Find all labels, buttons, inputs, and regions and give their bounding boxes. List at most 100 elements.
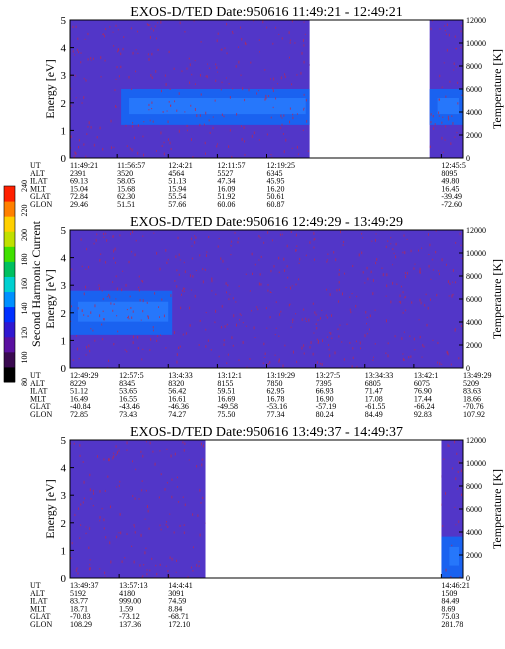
y-right-tick-label: 6000 [466, 505, 482, 514]
table-cell: 17.08 [365, 394, 383, 403]
y-tick-label: 2 [61, 98, 67, 110]
table-cell: 2391 [70, 169, 86, 178]
table-cell: 77.34 [267, 410, 285, 419]
table-cell: 76.90 [414, 387, 432, 396]
table-cell: 172.10 [168, 620, 190, 629]
y-tick-label: 1 [61, 125, 67, 137]
y-tick-label: 3 [61, 280, 67, 292]
y-right-axis-label: Temperature [K] [490, 49, 504, 129]
colorbar-tick-label: 120 [20, 327, 29, 339]
table-cell: 75.03 [441, 612, 459, 621]
y-axis-label: Energy [eV] [43, 59, 57, 118]
table-cell: 16.78 [267, 394, 285, 403]
table-cell: 137.36 [119, 620, 141, 629]
y-tick-label: 5 [61, 435, 67, 447]
table-cell: 3091 [168, 589, 184, 598]
y-right-tick-label: 10000 [466, 39, 486, 48]
table-cell: -43.46 [119, 402, 140, 411]
spectrogram [70, 20, 463, 158]
colorbar-segment [4, 261, 15, 277]
data-coverage-block-1 [70, 440, 206, 578]
table-cell: 12:19:25 [267, 161, 295, 170]
table-cell: 49.80 [441, 177, 459, 186]
table-cell: 51.12 [70, 387, 88, 396]
table-cell: 18.71 [70, 604, 88, 613]
y-right-tick-label: 4000 [466, 108, 482, 117]
table-cell: 47.34 [217, 177, 235, 186]
spectrogram [70, 440, 464, 578]
table-cell: 15.04 [70, 184, 88, 193]
y-right-tick-label: 0 [466, 154, 470, 163]
table-cell: 73.43 [119, 410, 137, 419]
table-cell: 14:4:41 [168, 581, 192, 590]
y-tick-label: 0 [61, 363, 67, 375]
y-right-tick-label: 4000 [466, 528, 482, 537]
table-cell: 60.06 [217, 200, 235, 209]
y-tick-label: 5 [61, 225, 67, 237]
colorbar-tick-label: 140 [20, 303, 29, 315]
table-cell: 58.05 [117, 177, 135, 186]
y-tick-label: 4 [61, 43, 67, 55]
table-cell: 80.24 [316, 410, 334, 419]
table-row-label: ALT [30, 589, 45, 598]
table-cell: 72.84 [70, 192, 88, 201]
y-right-tick-label: 8000 [466, 482, 482, 491]
colorbar-tick-label: 100 [20, 352, 29, 364]
y-right-tick-label: 0 [466, 574, 470, 583]
y-tick-label: 1 [61, 335, 67, 347]
colorbar-segment [4, 366, 15, 383]
table-cell: 13:34:33 [365, 371, 393, 380]
table-cell: -70.83 [70, 612, 91, 621]
table-cell: 1509 [441, 589, 457, 598]
table-cell: 12:4:21 [168, 161, 192, 170]
y-tick-label: 0 [61, 573, 67, 585]
table-cell: 8155 [217, 379, 233, 388]
panel-title: EXOS-D/TED Date:950616 12:49:29 - 13:49:… [130, 215, 403, 230]
table-cell: 45.95 [267, 177, 285, 186]
y-right-tick-label: 6000 [466, 85, 482, 94]
table-cell: 51.13 [168, 177, 186, 186]
table-cell: 59.51 [217, 387, 235, 396]
table-cell: 15.94 [168, 184, 186, 193]
table-row-label: MLT [30, 394, 46, 403]
table-cell: 75.50 [217, 410, 235, 419]
colorbar-segment [4, 336, 15, 353]
table-row-label: GLAT [30, 402, 51, 411]
y-tick-label: 2 [61, 518, 67, 530]
table-cell: 51.51 [117, 200, 135, 209]
y-right-tick-label: 6000 [466, 295, 482, 304]
table-cell: 18.66 [463, 394, 481, 403]
table-cell: 92.83 [414, 410, 432, 419]
table-cell: 13:57:13 [119, 581, 147, 590]
table-cell: 51.92 [217, 192, 235, 201]
table-cell: 71.47 [365, 387, 383, 396]
table-cell: 14:46:21 [441, 581, 469, 590]
table-cell: 12:57:5 [119, 371, 143, 380]
table-cell: 16.20 [267, 184, 285, 193]
y-right-tick-label: 4000 [466, 318, 482, 327]
table-cell: 55.54 [168, 192, 186, 201]
table-cell: 8095 [441, 169, 457, 178]
y-tick-label: 0 [61, 153, 67, 165]
ephemeris-table: UTALTILATMLTGLATGLON12:49:29822951.1216.… [30, 371, 491, 419]
table-cell: 62.95 [267, 387, 285, 396]
table-cell: 108.29 [70, 620, 92, 629]
table-cell: 7850 [267, 379, 283, 388]
table-cell: 15.68 [117, 184, 135, 193]
y-tick-label: 3 [61, 70, 67, 82]
spectrogram [70, 230, 463, 368]
table-cell: 8229 [70, 379, 86, 388]
table-cell: 5192 [70, 589, 86, 598]
table-cell: 999.00 [119, 597, 141, 606]
table-cell: -66.24 [414, 402, 435, 411]
y-right-tick-label: 12000 [466, 16, 486, 25]
y-right-tick-label: 2000 [466, 341, 482, 350]
table-cell: 8345 [119, 379, 135, 388]
table-cell: 29.46 [70, 200, 88, 209]
y-right-tick-label: 2000 [466, 551, 482, 560]
table-cell: 12:45:5 [441, 161, 465, 170]
y-right-tick-label: 2000 [466, 131, 482, 140]
table-row-label: MLT [30, 184, 46, 193]
panel-title: EXOS-D/TED Date:950616 13:49:37 - 14:49:… [130, 425, 403, 440]
